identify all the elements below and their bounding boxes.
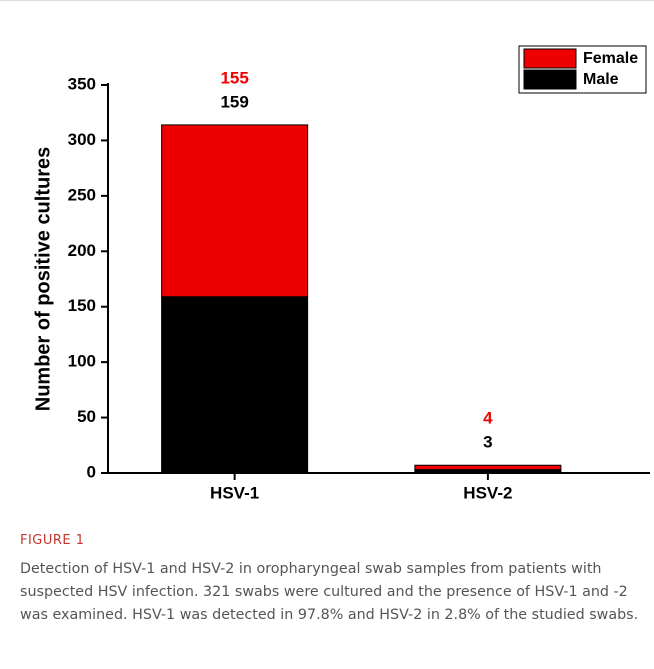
legend-swatch [523, 69, 577, 90]
legend-swatch [523, 48, 577, 69]
value-label: 159 [220, 92, 248, 111]
legend-label: Male [583, 71, 619, 88]
y-tick-label: 50 [77, 407, 96, 426]
y-tick-label: 350 [68, 74, 96, 93]
y-tick-label: 150 [68, 296, 96, 315]
bar-segment [414, 464, 562, 471]
legend-label: Female [583, 50, 638, 67]
y-tick-label: 200 [68, 241, 96, 260]
caption-text: Detection of HSV-1 and HSV-2 in orophary… [20, 561, 639, 623]
bar-segment [161, 124, 309, 298]
caption: FIGURE 1 Detection of HSV-1 and HSV-2 in… [20, 533, 640, 627]
y-tick-label: 0 [87, 462, 96, 481]
x-tick-label: HSV-1 [210, 483, 259, 502]
y-tick-label: 300 [68, 130, 96, 149]
x-tick-label: HSV-2 [463, 483, 512, 502]
y-tick-label: 250 [68, 185, 96, 204]
value-label: 4 [483, 409, 493, 428]
y-tick-label: 100 [68, 352, 96, 371]
bar-segment [161, 296, 309, 474]
value-label: 3 [483, 433, 492, 452]
figure-label: FIGURE 1 [20, 533, 85, 548]
chart: 0 50 100 150 200 250 300 350 Number of positive … [32, 45, 650, 502]
value-label: 155 [220, 68, 248, 87]
y-axis-label: Number of positive cultures [32, 147, 54, 412]
